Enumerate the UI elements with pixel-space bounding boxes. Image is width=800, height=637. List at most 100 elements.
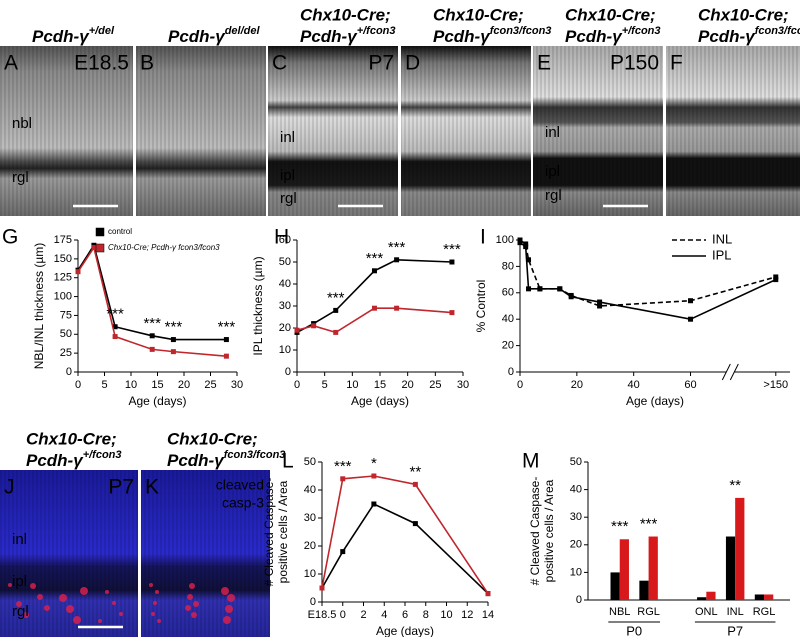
stain-spot	[66, 605, 74, 613]
stain-label: casp-3	[222, 495, 264, 511]
y-tick-label: 25	[60, 347, 72, 359]
data-point	[688, 298, 694, 304]
data-point	[149, 333, 155, 339]
genotype: Pcdh-γ+/fcon3	[565, 25, 661, 47]
genotype-superscript: +/fcon3	[357, 25, 396, 37]
significance: ***	[218, 319, 236, 336]
x-tick-label: 20	[571, 379, 583, 391]
genotype-prefix: Chx10-Cre;	[433, 5, 524, 24]
significance: ***	[327, 289, 345, 306]
data-point	[91, 245, 97, 251]
data-point	[223, 353, 229, 359]
y-axis-label: positive cells / Area	[276, 480, 290, 583]
data-point	[112, 324, 118, 330]
stain-spot	[37, 594, 43, 600]
genotype: Pcdh-γdel/del	[168, 25, 260, 47]
y-axis-label: IPL thickness (µm)	[251, 256, 265, 355]
y-tick-label: 60	[279, 234, 291, 246]
x-tick-label: INL	[727, 606, 744, 618]
stain-spot	[73, 616, 81, 624]
bar	[754, 594, 765, 600]
layer-label: inl	[280, 129, 295, 146]
stage-label: P7	[108, 476, 134, 499]
panel-letter: B	[140, 52, 154, 75]
y-tick-label: 10	[570, 566, 582, 578]
data-point	[412, 481, 418, 487]
bar	[764, 594, 774, 600]
x-tick-label: 0	[294, 379, 300, 391]
stain-spot	[221, 587, 229, 595]
genotype-base: Pcdh-γ	[698, 27, 756, 46]
panel-letter: K	[145, 476, 159, 499]
y-tick-label: 20	[279, 322, 291, 334]
panel-letter: M	[522, 450, 540, 473]
series-line	[77, 243, 227, 341]
genotype: Pcdh-γ+/fcon3	[300, 25, 396, 47]
significance: **	[410, 463, 422, 480]
legend-label: IPL	[712, 247, 732, 262]
legend-label: INL	[712, 231, 732, 246]
stain-spot	[112, 601, 116, 605]
data-point	[773, 274, 779, 280]
genotype-base: Pcdh-γ	[32, 27, 90, 46]
genotype: Pcdh-γfcon3/fcon3	[167, 449, 285, 471]
stain-spot	[153, 601, 157, 605]
series-line	[296, 307, 452, 334]
x-tick-label: E18.5	[308, 609, 337, 621]
x-tick-label: 60	[684, 379, 696, 391]
bar	[706, 591, 716, 600]
bar	[619, 539, 629, 600]
data-point	[340, 549, 346, 555]
significance: ***	[640, 515, 658, 532]
data-point	[294, 327, 300, 333]
genotype-prefix: Chx10-Cre;	[698, 5, 789, 24]
data-point	[371, 501, 377, 507]
data-point	[597, 299, 603, 305]
layer-label: ipl	[280, 167, 295, 184]
data-point	[523, 241, 529, 247]
stain-spot	[23, 612, 29, 618]
y-tick-label: 0	[285, 366, 291, 378]
stage-label: E18.5	[74, 52, 129, 75]
data-point	[517, 240, 523, 246]
genotype-superscript: del/del	[225, 25, 261, 37]
layer-label: nbl	[12, 115, 32, 132]
x-axis-label: Age (days)	[376, 624, 434, 637]
y-tick-label: 0	[310, 596, 316, 608]
y-tick-label: 150	[54, 253, 72, 265]
y-axis-label: NBL/INL thickness (µm)	[32, 243, 46, 370]
data-point	[568, 294, 574, 300]
legend-swatch	[95, 227, 105, 237]
significance: ***	[143, 315, 161, 332]
data-point	[449, 259, 455, 265]
axis-break	[721, 363, 731, 381]
panel-letter: I	[480, 226, 486, 249]
y-tick-label: 0	[66, 366, 72, 378]
x-axis-label: Age (days)	[351, 394, 409, 408]
legend-swatch	[95, 243, 105, 253]
data-point	[319, 585, 325, 591]
panel-letter: A	[4, 52, 18, 75]
legend-label: Chx10-Cre; Pcdh-γ fcon3/fcon3	[108, 243, 220, 252]
x-tick-label: 25	[204, 379, 216, 391]
x-tick-label: 6	[402, 609, 408, 621]
x-tick-label: 30	[231, 379, 243, 391]
x-axis-label: Age (days)	[128, 394, 186, 408]
y-tick-label: 100	[54, 290, 72, 302]
significance: ***	[611, 518, 629, 535]
genotype: Pcdh-γ+/del	[32, 25, 115, 47]
panel-letter: C	[272, 52, 287, 75]
x-tick-label: 40	[628, 379, 640, 391]
x-tick-label: ONL	[695, 606, 718, 618]
genotype-prefix: Chx10-Cre;	[300, 5, 391, 24]
x-tick-label: 15	[374, 379, 386, 391]
group-label: P0	[626, 623, 642, 637]
series-line	[519, 241, 777, 321]
data-point	[394, 305, 400, 311]
series-line	[321, 475, 489, 595]
stain-spot	[151, 612, 155, 616]
x-tick-label: 0	[75, 379, 81, 391]
stain-spot	[193, 601, 199, 607]
x-tick-label: 8	[423, 609, 429, 621]
x-axis-label: Age (days)	[626, 394, 684, 408]
